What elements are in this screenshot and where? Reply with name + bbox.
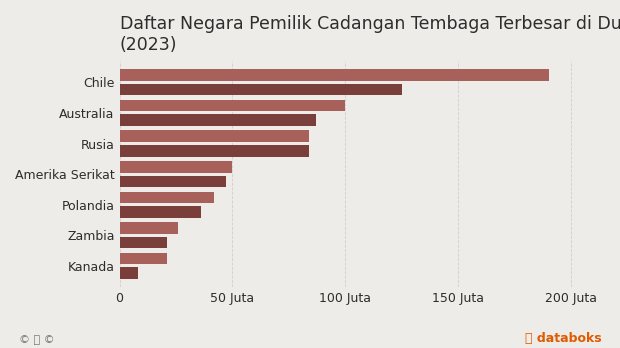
Bar (120, 222, 179, 234)
Bar (120, 100, 345, 111)
Bar (120, 176, 226, 187)
Bar (120, 114, 316, 126)
Bar (120, 161, 232, 173)
Bar (120, 206, 201, 218)
Bar (120, 130, 309, 142)
Bar (120, 267, 138, 279)
Text:  databoks:  databoks (525, 332, 601, 345)
Bar (120, 84, 402, 95)
Text: Daftar Negara Pemilik Cadangan Tembaga Terbesar di Dunia
(2023): Daftar Negara Pemilik Cadangan Tembaga T… (120, 15, 620, 54)
Text: © ⓘ ©: © ⓘ © (19, 334, 54, 345)
Bar (120, 253, 167, 264)
Bar (120, 69, 549, 81)
Bar (120, 237, 167, 248)
Bar (120, 145, 309, 157)
Bar (120, 191, 215, 203)
